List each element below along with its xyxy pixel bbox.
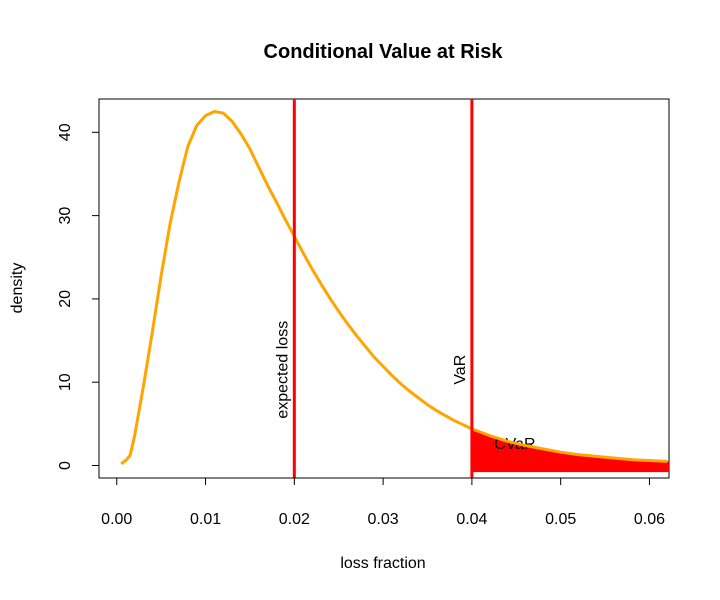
vline-label-0: expected loss xyxy=(274,321,291,419)
y-axis-label: density xyxy=(9,263,26,314)
x-tick-label: 0.01 xyxy=(190,511,221,528)
cvar-area-layer: CVaR xyxy=(471,428,669,473)
y-tick-label: 0 xyxy=(57,461,74,470)
chart-title: Conditional Value at Risk xyxy=(264,41,504,63)
y-axis: 0 10 20 30 40 xyxy=(57,123,100,470)
y-tick-label: 40 xyxy=(57,123,74,141)
x-tick-label: 0.00 xyxy=(101,511,132,528)
x-axis-label: loss fraction xyxy=(340,555,425,572)
x-tick-label: 0.06 xyxy=(634,511,665,528)
vline-label-1: VaR xyxy=(452,355,469,385)
y-tick-label: 20 xyxy=(57,290,74,308)
x-tick-label: 0.03 xyxy=(368,511,399,528)
x-axis: 0.00 0.01 0.02 0.03 0.04 0.05 0.06 xyxy=(101,477,665,528)
x-tick-label: 0.04 xyxy=(456,511,487,528)
vertical-lines-layer: expected loss VaR xyxy=(274,99,474,478)
x-tick-label: 0.05 xyxy=(545,511,576,528)
cvar-shaded-area xyxy=(471,428,669,473)
y-tick-label: 10 xyxy=(57,373,74,391)
x-tick-label: 0.02 xyxy=(279,511,310,528)
density-curve-layer xyxy=(120,109,668,466)
y-tick-label: 30 xyxy=(57,207,74,225)
density-curve xyxy=(120,109,668,466)
